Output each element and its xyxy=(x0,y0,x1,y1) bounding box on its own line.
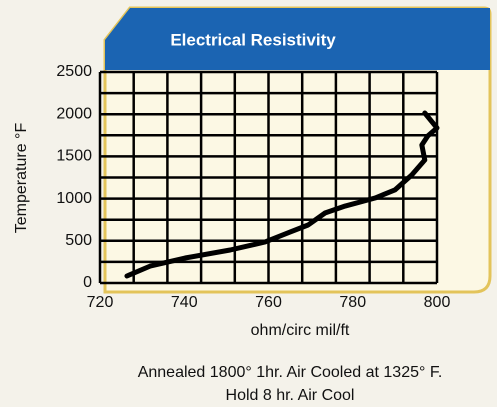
chart-title: Electrical Resistivity xyxy=(170,30,336,49)
y-axis-label: Temperature °F xyxy=(13,123,30,234)
x-tick-label: 780 xyxy=(339,294,366,311)
data-line xyxy=(124,110,440,279)
x-tick-label: 800 xyxy=(424,294,451,311)
header xyxy=(105,8,490,70)
note: Annealed 1800° 1hr. Air Cooled at 1325° … xyxy=(138,364,443,381)
y-tick-label: 1500 xyxy=(56,148,92,165)
x-tick-label: 760 xyxy=(255,294,282,311)
y-tick-label: 1000 xyxy=(56,190,92,207)
x-tick-label: 720 xyxy=(87,294,114,311)
x-axis-label: ohm/circ mil/ft xyxy=(251,322,350,339)
note: Hold 8 hr. Air Cool xyxy=(226,387,355,404)
y-tick-label: 2000 xyxy=(56,105,92,122)
y-tick-label: 500 xyxy=(65,232,92,249)
x-tick-label: 740 xyxy=(171,294,198,311)
y-tick-label: 0 xyxy=(83,274,92,291)
y-tick-label: 2500 xyxy=(56,63,92,80)
